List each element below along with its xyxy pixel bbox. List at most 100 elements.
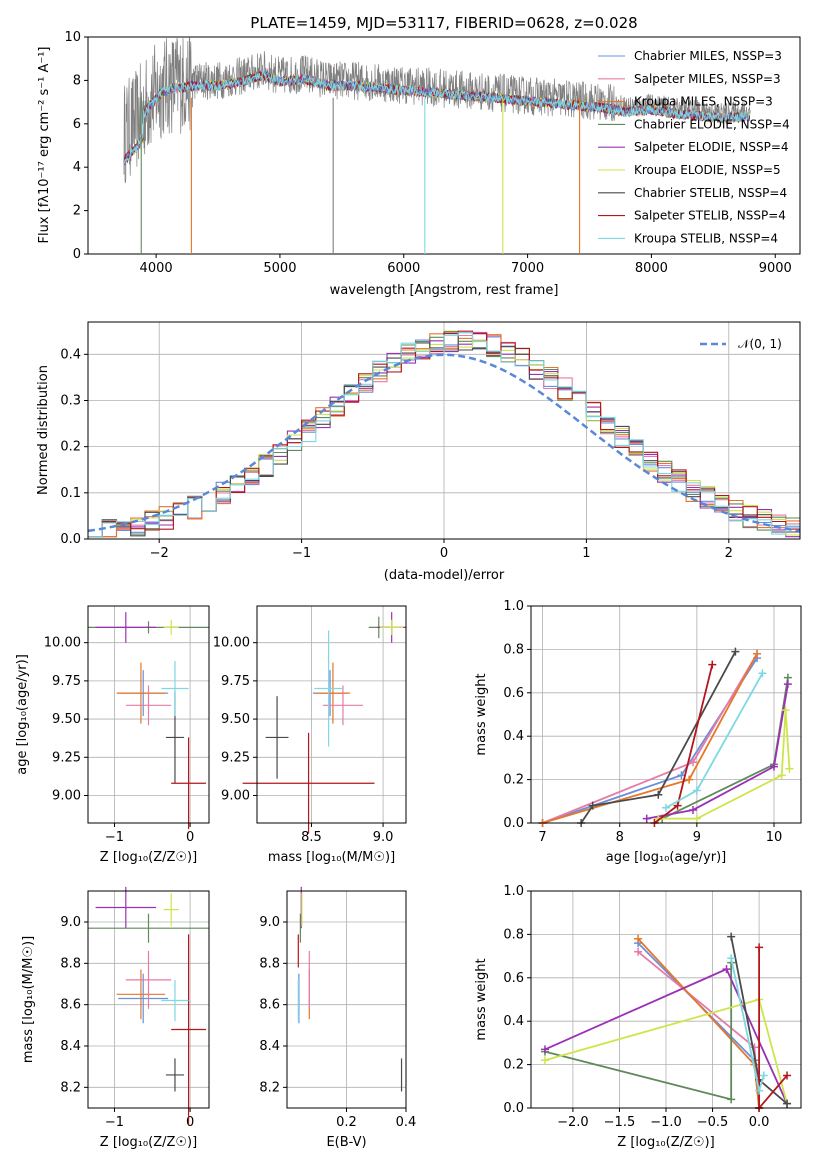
weight-marker-cs bbox=[727, 932, 736, 941]
weight-marker-cm bbox=[677, 771, 686, 780]
weight-marker-sm bbox=[750, 1043, 759, 1052]
x-tick-label: −1 bbox=[292, 546, 311, 561]
weight-marker-ks bbox=[755, 1086, 764, 1095]
weight-marker-ss bbox=[783, 1071, 792, 1080]
weight-marker-ke bbox=[540, 1056, 549, 1065]
y-tick-label: 0.0 bbox=[60, 532, 81, 547]
y-tick-label: 0.8 bbox=[503, 642, 524, 657]
y-tick-label: 8 bbox=[73, 73, 81, 88]
y-tick-label: 8.6 bbox=[259, 998, 280, 1013]
x-tick-label: 7000 bbox=[511, 261, 544, 276]
y-tick-label: 0.3 bbox=[60, 393, 81, 408]
weight-line-sm bbox=[542, 653, 758, 824]
y-tick-label: 0.2 bbox=[503, 773, 524, 788]
weight-marker-sm bbox=[689, 758, 697, 767]
x-tick-label: −2 bbox=[150, 546, 169, 561]
weight-marker-km bbox=[753, 649, 762, 658]
age-vs-metallicity-panel: −1 0 9.00 9.25 9.50 9.75 10.00 Z [log₁₀(Z/Z☉)] a… bbox=[15, 605, 210, 865]
x-tick-label: 6000 bbox=[387, 261, 420, 276]
weight-marker-ce bbox=[727, 1095, 736, 1104]
y-tick-label: 1.0 bbox=[503, 884, 524, 899]
residuals-ylabel: Normed distribution bbox=[36, 365, 51, 495]
weight-marker-ss bbox=[708, 660, 717, 669]
y-tick-label: 9.25 bbox=[221, 750, 250, 765]
weight-line-km bbox=[637, 938, 760, 1109]
x-tick-label: −1.0 bbox=[650, 1115, 682, 1130]
legend-label-ks: Kroupa STELIB, NSSP=4 bbox=[634, 231, 778, 245]
legend-label-se: Salpeter ELODIE, NSSP=4 bbox=[634, 140, 789, 154]
y-tick-label: 10.00 bbox=[213, 636, 250, 651]
axes-frame bbox=[530, 890, 802, 1109]
axes-frame bbox=[286, 890, 407, 1109]
legend-label-cm: Chabrier MILES, NSSP=3 bbox=[634, 49, 782, 63]
y-axis-label: mass [log₁₀(M/M☉)] bbox=[21, 936, 36, 1063]
weight-marker-se bbox=[689, 805, 697, 814]
y-tick-label: 0.2 bbox=[60, 440, 81, 455]
weight-marker-se bbox=[770, 762, 778, 771]
weight-marker-ke bbox=[785, 764, 794, 773]
weight-marker-se bbox=[783, 680, 792, 689]
spectrum-title: PLATE=1459, MJD=53117, FIBERID=0628, z=0… bbox=[250, 14, 637, 32]
weight-marker-ks bbox=[692, 786, 701, 795]
x-tick-label: 7 bbox=[538, 830, 546, 845]
y-tick-label: 9.0 bbox=[259, 915, 280, 930]
x-tick-label: −1.5 bbox=[604, 1115, 636, 1130]
gaussian-curve bbox=[87, 353, 801, 533]
axes-frame bbox=[87, 605, 210, 824]
x-axis-label: Z [log₁₀(Z/Z☉)] bbox=[617, 1135, 714, 1150]
legend-label-ss: Salpeter STELIB, NSSP=4 bbox=[634, 209, 786, 223]
weight-marker-ke bbox=[777, 771, 786, 780]
y-tick-label: 8.6 bbox=[60, 998, 81, 1013]
y-tick-label: 1.0 bbox=[503, 599, 524, 614]
weight-marker-cs bbox=[588, 801, 597, 810]
x-tick-label: 9 bbox=[693, 830, 701, 845]
age-vs-mass-panel: 8.5 9.0 9.00 9.25 9.50 9.75 10.00 mass [log₁₀(M… bbox=[213, 605, 407, 865]
weight-line-cs bbox=[580, 651, 737, 824]
legend-label-ke: Kroupa ELODIE, NSSP=5 bbox=[634, 163, 781, 177]
x-axis-label: mass [log₁₀(M/M☉)] bbox=[268, 850, 395, 865]
y-tick-label: 9.75 bbox=[52, 674, 81, 689]
x-tick-label: −1 bbox=[105, 830, 124, 845]
y-tick-label: 8.4 bbox=[60, 1039, 81, 1054]
x-tick-label: −0.5 bbox=[697, 1115, 729, 1130]
y-tick-label: 0.0 bbox=[503, 816, 524, 831]
y-tick-label: 8.2 bbox=[60, 1080, 81, 1095]
x-tick-label: 4000 bbox=[140, 261, 173, 276]
spectrum-xlabel: wavelength [Angstrom, rest frame] bbox=[330, 283, 559, 298]
weight-line-ks bbox=[665, 672, 764, 809]
legend-label-km: Kroupa MILES, NSSP=3 bbox=[634, 95, 773, 109]
y-tick-label: 0.4 bbox=[503, 1014, 524, 1029]
y-tick-label: 0 bbox=[73, 247, 81, 262]
weight-marker-ss bbox=[755, 943, 764, 952]
weights-vs-age-panel: 7 8 9 10 0.0 0.2 0.4 0.6 0.8 1.0 age [log₁₀(age/yr… bbox=[474, 599, 802, 865]
weight-marker-ke bbox=[781, 706, 790, 715]
y-tick-label: 4 bbox=[73, 160, 81, 175]
weight-marker-ks bbox=[662, 803, 670, 812]
x-tick-label: 0.2 bbox=[336, 1115, 357, 1130]
y-tick-label: 2 bbox=[73, 204, 81, 219]
mass-vs-metallicity-panel: −1 0 8.2 8.4 8.6 8.8 9.0 Z [log₁₀(Z/Z☉)] mass [l… bbox=[21, 886, 210, 1150]
weight-line-se bbox=[646, 683, 789, 820]
x-axis-label: Z [log₁₀(Z/Z☉)] bbox=[100, 850, 197, 865]
gauss-legend-label: 𝒩(0, 1) bbox=[738, 337, 782, 351]
residuals-xlabel: (data-model)/error bbox=[384, 568, 505, 583]
y-tick-label: 0.1 bbox=[60, 486, 81, 501]
y-tick-label: 0.2 bbox=[503, 1058, 524, 1073]
y-tick-label: 0.4 bbox=[503, 729, 524, 744]
y-tick-label: 9.25 bbox=[52, 750, 81, 765]
spectrum-axes-frame bbox=[87, 36, 801, 255]
x-axis-label: Z [log₁₀(Z/Z☉)] bbox=[100, 1135, 197, 1150]
x-tick-label: 8 bbox=[616, 830, 624, 845]
weight-marker-ke bbox=[692, 814, 701, 823]
residuals-panel: −2 −1 0 1 2 0.0 0.1 0.2 0.3 0.4 (data-model)/erro… bbox=[36, 321, 801, 583]
weight-marker-se bbox=[642, 814, 651, 823]
x-tick-label: 0 bbox=[186, 1115, 194, 1130]
weight-line-ce bbox=[661, 677, 789, 820]
y-tick-label: 0.0 bbox=[503, 1101, 524, 1116]
y-tick-label: 0.8 bbox=[503, 927, 524, 942]
x-tick-label: 0.4 bbox=[396, 1115, 417, 1130]
axes-frame bbox=[530, 605, 802, 824]
residual-histogram-ks bbox=[88, 332, 800, 538]
y-axis-label: age [log₁₀(age/yr)] bbox=[15, 654, 30, 775]
